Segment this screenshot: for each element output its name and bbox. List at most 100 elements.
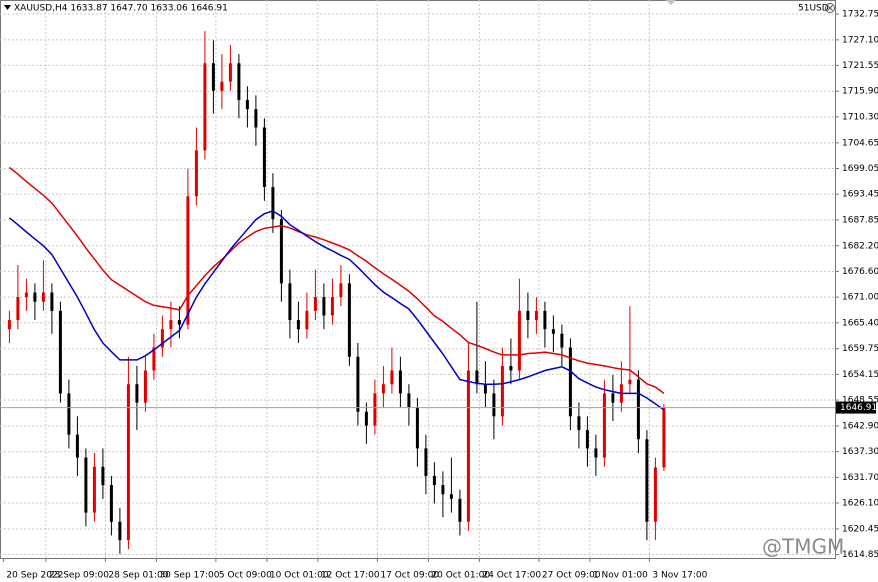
x-tick-label: 24 Oct 17:00	[482, 571, 541, 581]
candle-body	[92, 466, 96, 513]
candle-body	[594, 448, 598, 458]
account-label: 51USD	[798, 4, 829, 14]
price-tag	[836, 401, 876, 414]
y-tick-label: 1665.40	[842, 318, 878, 328]
y-tick-label: 1710.30	[842, 112, 878, 122]
candle-body	[628, 379, 632, 385]
candle-body	[109, 485, 113, 522]
candle-body	[305, 310, 309, 330]
candle-body	[203, 63, 207, 151]
y-tick-label: 1620.45	[842, 524, 878, 534]
candle-body	[509, 365, 513, 371]
candle-body	[611, 393, 615, 403]
candle-body	[483, 384, 487, 394]
candle-body	[254, 109, 258, 128]
y-tick-label: 1614.85	[842, 550, 878, 560]
candle-body	[560, 333, 564, 348]
candle-body	[288, 283, 292, 321]
candle-body	[381, 384, 385, 394]
y-tick-label: 1693.45	[842, 190, 878, 200]
y-tick-label: 1648.55	[842, 396, 878, 406]
price-tag-label: 1646.91	[840, 403, 877, 413]
x-tick-label: 1 Nov 01:00	[593, 571, 648, 581]
candle-body	[441, 485, 445, 495]
y-tick-label: 1631.70	[842, 473, 878, 483]
x-tick-label: 23 Sep 09:00	[49, 571, 109, 581]
candle-body	[407, 393, 411, 408]
candle-body	[186, 196, 190, 325]
candle-body	[475, 370, 479, 385]
x-tick-label: 20 Sep 2022	[6, 571, 63, 581]
candle-body	[415, 407, 419, 449]
moving-average-line	[8, 166, 665, 394]
candle-body	[577, 416, 581, 431]
candle-body	[500, 365, 504, 417]
candle-body	[585, 430, 589, 449]
candle-body	[424, 448, 428, 476]
plot-frame	[0, 0, 836, 559]
y-tick-label: 1687.85	[842, 215, 878, 225]
menu-arrow[interactable]	[4, 5, 11, 10]
candle-body	[322, 297, 326, 316]
y-tick-label: 1671.00	[842, 293, 878, 303]
candle-body	[67, 393, 71, 435]
x-tick-label: 10 Oct 01:00	[270, 571, 329, 581]
candle-body	[390, 370, 394, 385]
candle-body	[24, 292, 28, 298]
x-tick-label: 5 Oct 09:00	[219, 571, 272, 581]
y-tick-label: 1704.65	[842, 138, 878, 148]
y-tick-label: 1637.30	[842, 447, 878, 457]
candle-body	[228, 63, 232, 82]
candle-body	[602, 393, 606, 458]
candle-body	[169, 320, 173, 330]
candle-body	[296, 320, 300, 330]
candle-body	[636, 379, 640, 440]
y-tick-label: 1676.60	[842, 267, 878, 277]
candle-body	[101, 466, 105, 486]
candle-body	[347, 283, 351, 357]
y-tick-label: 1682.20	[842, 241, 878, 251]
moving-average-line	[8, 210, 665, 411]
y-tick-label: 1642.90	[842, 421, 878, 431]
x-tick-label: 17 Oct 09:00	[380, 571, 439, 581]
candle-body	[75, 434, 79, 458]
y-tick-label: 1626.10	[842, 498, 878, 508]
candle-body	[466, 370, 470, 522]
candle-body	[543, 310, 547, 330]
close-icon[interactable]	[825, 3, 835, 13]
candle-body	[118, 521, 122, 541]
candle-body	[50, 292, 54, 311]
candle-body	[373, 393, 377, 426]
candle-body	[313, 297, 317, 311]
candle-body	[339, 283, 343, 298]
candle-body	[220, 81, 224, 91]
candle-body	[16, 297, 20, 321]
candle-body	[449, 494, 453, 499]
x-tick-label: 28 Sep 01:00	[108, 571, 168, 581]
candle-body	[58, 310, 62, 394]
candle-body	[271, 187, 275, 220]
y-tick-label: 1727.10	[842, 35, 878, 45]
y-tick-label: 1715.90	[842, 87, 878, 97]
candle-body	[177, 320, 181, 325]
candle-body	[330, 297, 334, 316]
chart-title: XAUUSD,H4 1633.87 1647.70 1633.06 1646.9…	[14, 4, 228, 14]
candle-body	[662, 407, 666, 468]
candle-body	[160, 329, 164, 348]
watermark: @TMGM	[762, 535, 844, 559]
x-tick-label: 30 Sep 17:00	[159, 571, 219, 581]
shift-marker	[666, 0, 676, 5]
y-tick-label: 1654.15	[842, 370, 878, 380]
candle-body	[398, 370, 402, 394]
candle-body	[152, 347, 156, 371]
x-tick-label: 20 Oct 01:00	[431, 571, 490, 581]
candle-body	[534, 310, 538, 321]
candle-body	[492, 393, 496, 417]
candle-body	[653, 467, 657, 522]
candle-body	[7, 320, 11, 330]
y-tick-label: 1659.75	[842, 344, 878, 354]
candle-body	[364, 411, 368, 426]
candle-body	[356, 356, 360, 412]
x-tick-label: 3 Nov 17:00	[652, 571, 707, 581]
